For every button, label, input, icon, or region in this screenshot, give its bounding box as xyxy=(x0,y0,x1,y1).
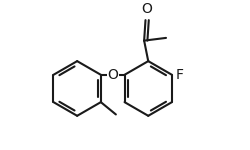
Text: O: O xyxy=(142,2,152,16)
Text: O: O xyxy=(107,68,118,82)
Text: F: F xyxy=(175,68,183,82)
